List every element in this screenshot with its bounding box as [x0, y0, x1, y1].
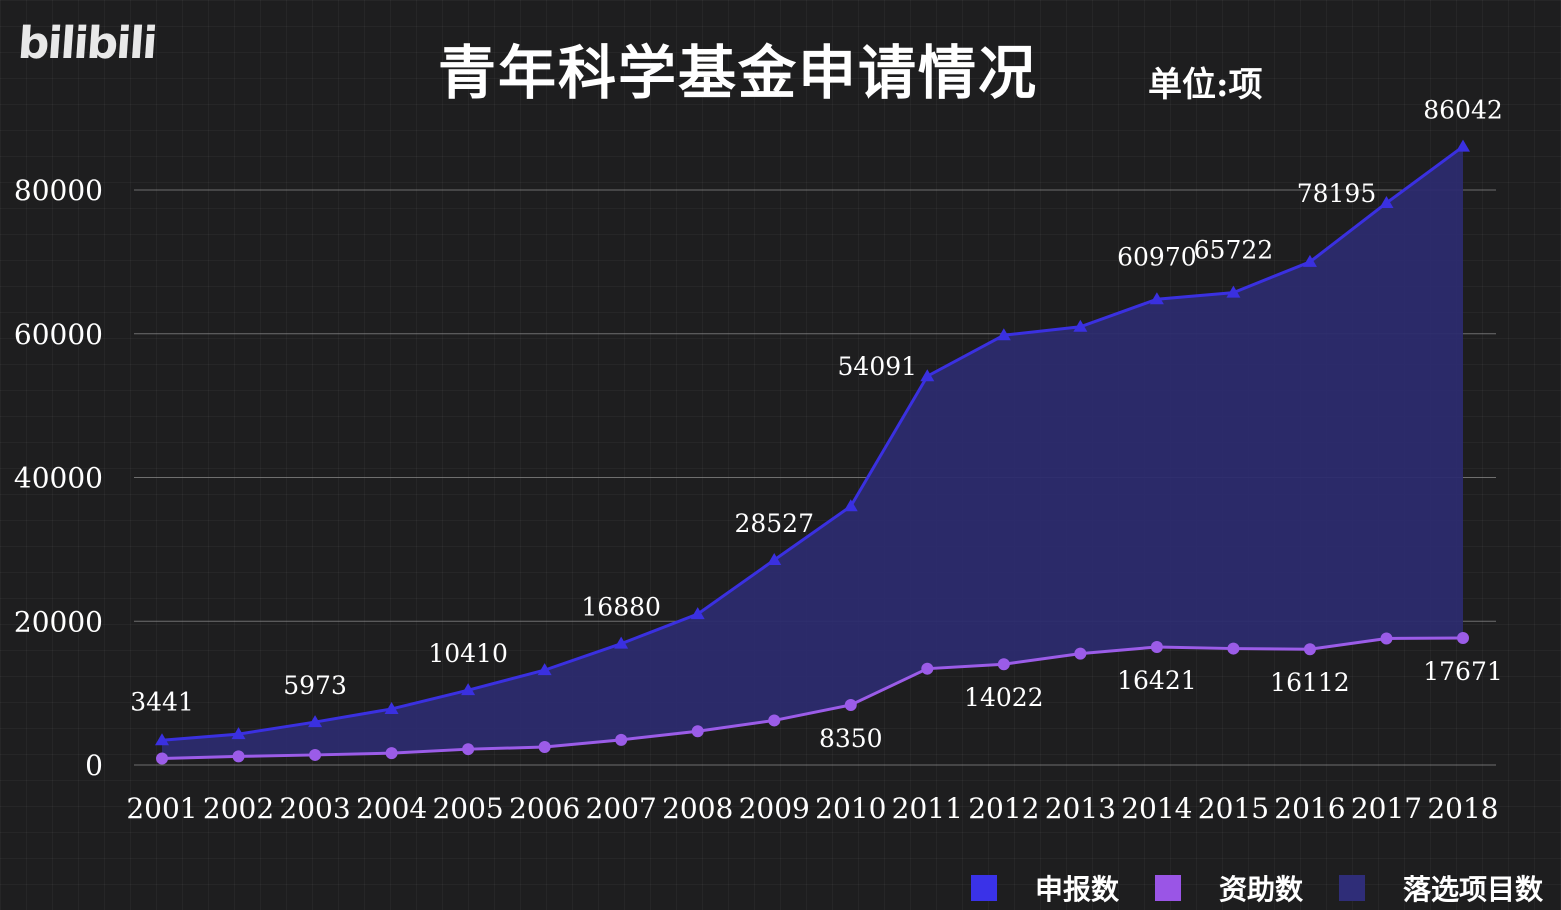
y-tick-label: 40000 [14, 462, 103, 495]
legend-item-applied[interactable]: 申报数 [970, 868, 1119, 908]
marker-applied [1149, 292, 1164, 305]
data-label: 8350 [819, 724, 883, 753]
x-tick-label: 2012 [968, 792, 1039, 825]
marker-applied [1379, 195, 1394, 208]
unit-label: 单位:项 [1148, 65, 1263, 105]
marker-applied [537, 663, 552, 676]
data-label: 14022 [964, 683, 1044, 712]
marker-funded [921, 662, 934, 675]
marker-applied [461, 683, 476, 696]
data-label: 16421 [1117, 666, 1197, 695]
data-label: 54091 [838, 352, 918, 381]
marker-funded [768, 714, 781, 727]
data-label: 78195 [1297, 179, 1377, 208]
marker-funded [997, 658, 1010, 671]
data-label: 86042 [1423, 96, 1503, 125]
x-tick-label: 2016 [1274, 792, 1345, 825]
x-tick-label: 2001 [126, 792, 197, 825]
marker-funded [691, 725, 704, 738]
marker-funded [309, 748, 322, 761]
data-label: 5973 [283, 671, 347, 700]
x-tick-label: 2007 [586, 792, 657, 825]
x-tick-label: 2014 [1121, 792, 1192, 825]
data-label: 3441 [130, 687, 194, 716]
marker-applied [1302, 254, 1317, 267]
legend-swatch-applied [970, 875, 997, 901]
marker-funded [462, 743, 475, 756]
x-tick-label: 2017 [1351, 792, 1422, 825]
marker-applied [155, 733, 169, 746]
legend-swatch-funded [1154, 875, 1181, 901]
x-tick-label: 2018 [1427, 792, 1498, 825]
marker-applied [384, 701, 399, 714]
data-label: 17671 [1423, 657, 1503, 686]
x-tick-label: 2004 [356, 792, 427, 825]
marker-funded [385, 747, 398, 760]
marker-funded [1457, 631, 1469, 644]
chart-title: 青年科学基金申请情况 [438, 39, 1039, 107]
data-label: 65722 [1194, 236, 1274, 265]
legend-item-funded[interactable]: 资助数 [1154, 868, 1303, 908]
legend-item-rejected[interactable]: 落选项目数 [1338, 868, 1543, 908]
x-tick-label: 2015 [1198, 792, 1269, 825]
marker-applied [614, 636, 629, 649]
x-tick-label: 2009 [739, 792, 810, 825]
data-label: 60970 [1117, 242, 1197, 271]
x-tick-label: 2013 [1045, 792, 1116, 825]
legend-label-funded: 资助数 [1218, 873, 1303, 906]
data-label: 16112 [1270, 668, 1350, 697]
marker-applied [920, 369, 935, 382]
marker-funded [538, 741, 551, 754]
x-tick-label: 2010 [815, 792, 886, 825]
marker-applied [1456, 139, 1470, 152]
y-tick-label: 0 [85, 749, 103, 782]
marker-funded [1150, 640, 1163, 653]
marker-applied [231, 727, 246, 740]
marker-funded [1227, 642, 1240, 655]
legend-label-applied: 申报数 [1034, 873, 1119, 906]
marker-funded [1303, 643, 1316, 656]
marker-applied [690, 607, 705, 620]
marker-funded [1380, 632, 1393, 645]
data-label: 10410 [428, 639, 508, 668]
series-line-applied [161, 145, 1464, 742]
marker-applied [308, 715, 323, 728]
x-tick-label: 2005 [432, 792, 503, 825]
marker-applied [996, 328, 1011, 341]
y-tick-label: 20000 [14, 605, 103, 638]
x-tick-label: 2008 [662, 792, 733, 825]
area-rejected [162, 146, 1463, 759]
x-tick-label: 2011 [892, 792, 963, 825]
marker-funded [156, 752, 168, 765]
marker-funded [1074, 647, 1087, 660]
x-tick-label: 2003 [279, 792, 350, 825]
x-tick-label: 2002 [203, 792, 274, 825]
marker-funded [615, 733, 628, 746]
marker-funded [844, 698, 857, 711]
marker-applied [1073, 319, 1088, 332]
y-tick-label: 80000 [14, 174, 103, 207]
legend: 申报数 资助数 落选项目数 [935, 868, 1543, 908]
series-line-funded [161, 636, 1464, 761]
marker-funded [232, 750, 245, 763]
marker-applied [767, 552, 782, 565]
x-tick-label: 2006 [509, 792, 580, 825]
legend-label-rejected: 落选项目数 [1402, 873, 1543, 906]
marker-applied [1226, 285, 1241, 298]
marker-applied [843, 499, 858, 512]
data-label: 16880 [581, 593, 661, 622]
data-label: 28527 [734, 509, 814, 538]
y-tick-label: 60000 [14, 318, 103, 351]
legend-swatch-rejected [1338, 875, 1365, 901]
